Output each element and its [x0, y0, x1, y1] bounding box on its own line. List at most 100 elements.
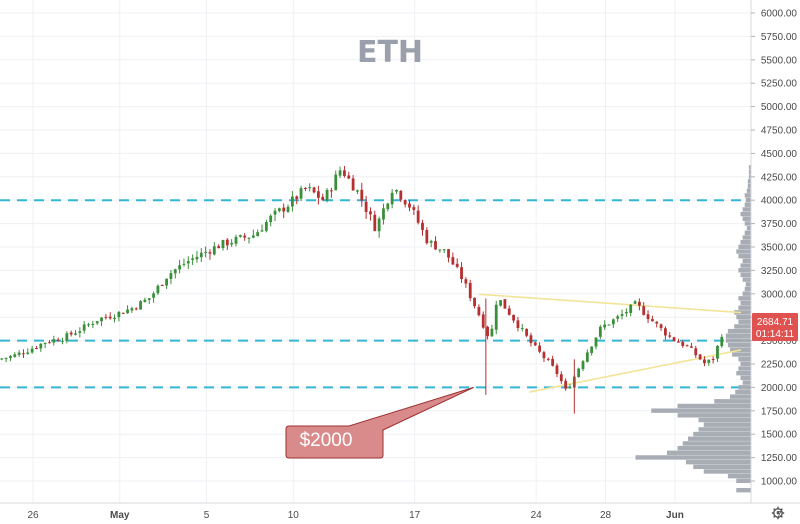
candle-body — [603, 324, 607, 328]
x-tick-label: 10 — [288, 510, 300, 521]
candle-body — [338, 170, 342, 176]
volume-bar — [744, 193, 751, 198]
volume-bar — [698, 417, 751, 423]
volume-bar — [732, 352, 751, 357]
candle-body — [234, 236, 238, 244]
y-axis[interactable]: 1000.00 1250.00 1500.00 1750.00 2000.00 2250.… — [751, 9, 797, 488]
y-tick-label: 3750.00 — [761, 219, 798, 230]
candle-body — [160, 284, 164, 286]
candle-body — [113, 317, 116, 320]
volume-bar — [736, 249, 751, 254]
candle-body — [477, 306, 481, 316]
candle-body — [61, 340, 64, 342]
x-axis[interactable]: 26 May 5 10 17 24 28 Jun 7 — [27, 510, 782, 521]
candle-body — [173, 269, 177, 274]
callout-bubble[interactable] — [285, 386, 474, 459]
candle-body — [711, 359, 715, 361]
candle-body — [546, 358, 550, 360]
volume-bar — [734, 310, 751, 315]
candle-body — [399, 190, 403, 200]
candle-body — [473, 297, 476, 307]
volume-bar — [746, 188, 751, 193]
volume-bar — [738, 268, 751, 273]
candle-body — [564, 380, 568, 389]
volume-bar — [738, 305, 751, 310]
candle-body — [624, 312, 628, 314]
x-tick-label: Jun — [666, 510, 684, 521]
candle-body — [260, 230, 264, 232]
candle-body — [321, 196, 325, 201]
volume-bar — [738, 319, 751, 324]
volume-bar — [742, 207, 751, 212]
volume-bar — [744, 221, 751, 226]
candle-body — [698, 354, 702, 360]
candle-body — [421, 222, 424, 230]
candle-body — [126, 309, 129, 314]
candle-body — [460, 267, 463, 280]
candle-body — [369, 211, 372, 215]
candle-body — [178, 265, 182, 270]
volume-bar — [703, 422, 751, 427]
candle-body — [590, 346, 594, 353]
candle-body — [364, 201, 368, 212]
volume-bar — [725, 338, 751, 343]
candle-body — [199, 252, 203, 258]
candle-body — [334, 174, 338, 191]
candle-body — [65, 333, 69, 342]
y-tick-label: 1500.00 — [761, 430, 798, 441]
volume-bar — [742, 291, 751, 296]
candle-body — [117, 311, 121, 318]
y-tick-label: 4750.00 — [761, 126, 798, 137]
candle-body — [347, 175, 351, 179]
volume-bar — [740, 211, 751, 217]
candle-body — [43, 342, 47, 345]
candle-body — [169, 273, 173, 279]
candle-body — [243, 235, 247, 238]
volume-bar — [740, 361, 751, 367]
candle-body — [290, 196, 294, 207]
volume-bar — [738, 356, 751, 362]
trendlines[interactable] — [478, 293, 742, 393]
candle-body — [520, 328, 524, 330]
volume-bar — [738, 244, 751, 250]
y-tick-label: 2250.00 — [761, 360, 798, 371]
candle-body — [438, 249, 442, 251]
candle-body — [382, 208, 385, 220]
candle-body — [35, 347, 38, 349]
candle-body — [694, 348, 698, 356]
x-tick-label: 5 — [204, 510, 210, 521]
candle-body — [17, 352, 21, 355]
candle-body — [685, 345, 689, 347]
volume-profile — [635, 165, 751, 493]
candle-body — [208, 252, 212, 254]
current-price-label: 2684.71 01:14:11 — [752, 313, 798, 341]
candle-body — [186, 261, 190, 264]
candlesticks — [0, 165, 724, 414]
candle-body — [611, 319, 615, 325]
candle-body — [455, 263, 459, 267]
candle-body — [451, 257, 455, 265]
price-callout[interactable]: $2000 — [285, 386, 474, 459]
candle-body — [650, 319, 654, 322]
candle-body — [499, 300, 502, 306]
y-axis-panel — [751, 0, 800, 503]
candle-body — [78, 331, 82, 333]
candle-body — [468, 282, 472, 299]
y-tick-label: 5500.00 — [761, 55, 798, 66]
candle-body — [4, 357, 8, 359]
candle-countdown: 01:14:11 — [756, 329, 795, 340]
volume-bar — [693, 431, 751, 437]
candle-body — [507, 308, 511, 315]
settings-gear-icon[interactable] — [771, 506, 785, 520]
volume-bar — [736, 488, 751, 493]
volume-bar — [682, 441, 751, 446]
candle-body — [221, 239, 225, 249]
candle-body — [56, 339, 60, 342]
candle-body — [282, 207, 286, 212]
y-tick-label: 5000.00 — [761, 102, 798, 113]
candle-body — [677, 341, 680, 343]
candle-body — [312, 187, 316, 193]
current-price-value: 2684.71 — [757, 317, 794, 328]
candle-body — [277, 208, 281, 211]
